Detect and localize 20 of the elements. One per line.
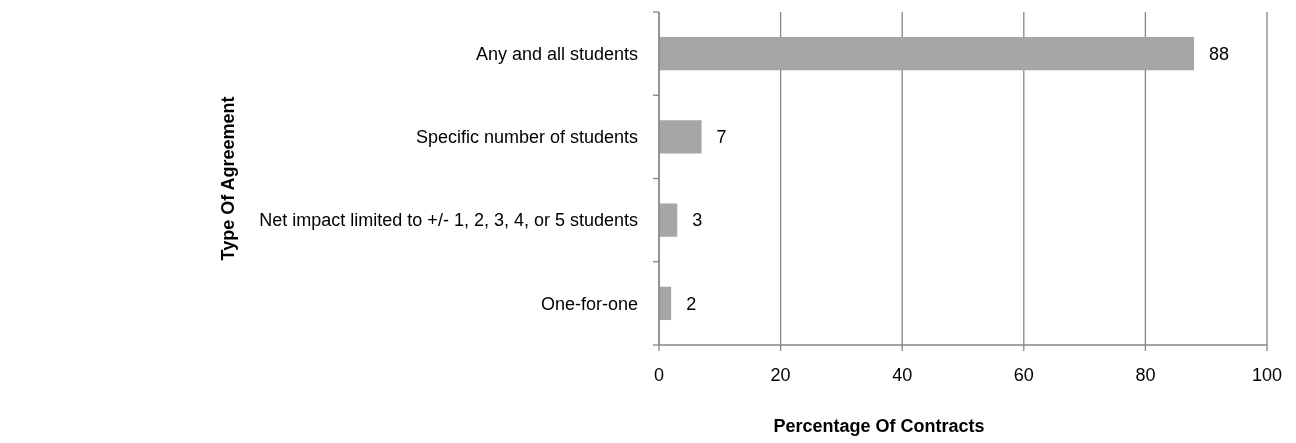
x-tick-label: 60 [1013, 365, 1034, 385]
x-axis-title: Percentage Of Contracts [773, 416, 985, 436]
x-tick-label: 0 [653, 365, 665, 385]
bar [659, 36, 1195, 71]
data-label: 3 [692, 210, 703, 231]
bar [659, 120, 702, 154]
y-tick-label: Specific number of students [415, 127, 638, 148]
data-label: 7 [716, 127, 727, 148]
data-label: 88 [1209, 43, 1230, 64]
x-tick-label: 100 [1251, 365, 1283, 385]
y-tick-label: Net impact limited to +/- 1, 2, 3, 4, or 5 students [259, 210, 638, 231]
x-tick-label: 20 [770, 365, 791, 385]
y-tick-label: Any and all students [475, 43, 638, 64]
y-tick-label: One-for-one [540, 293, 638, 314]
x-tick-label: 80 [1135, 365, 1156, 385]
bar [659, 286, 672, 321]
data-label: 2 [686, 293, 697, 314]
bar [659, 203, 678, 237]
x-tick-label: 40 [892, 365, 913, 385]
y-axis-title: Type Of Agreement [218, 96, 238, 261]
